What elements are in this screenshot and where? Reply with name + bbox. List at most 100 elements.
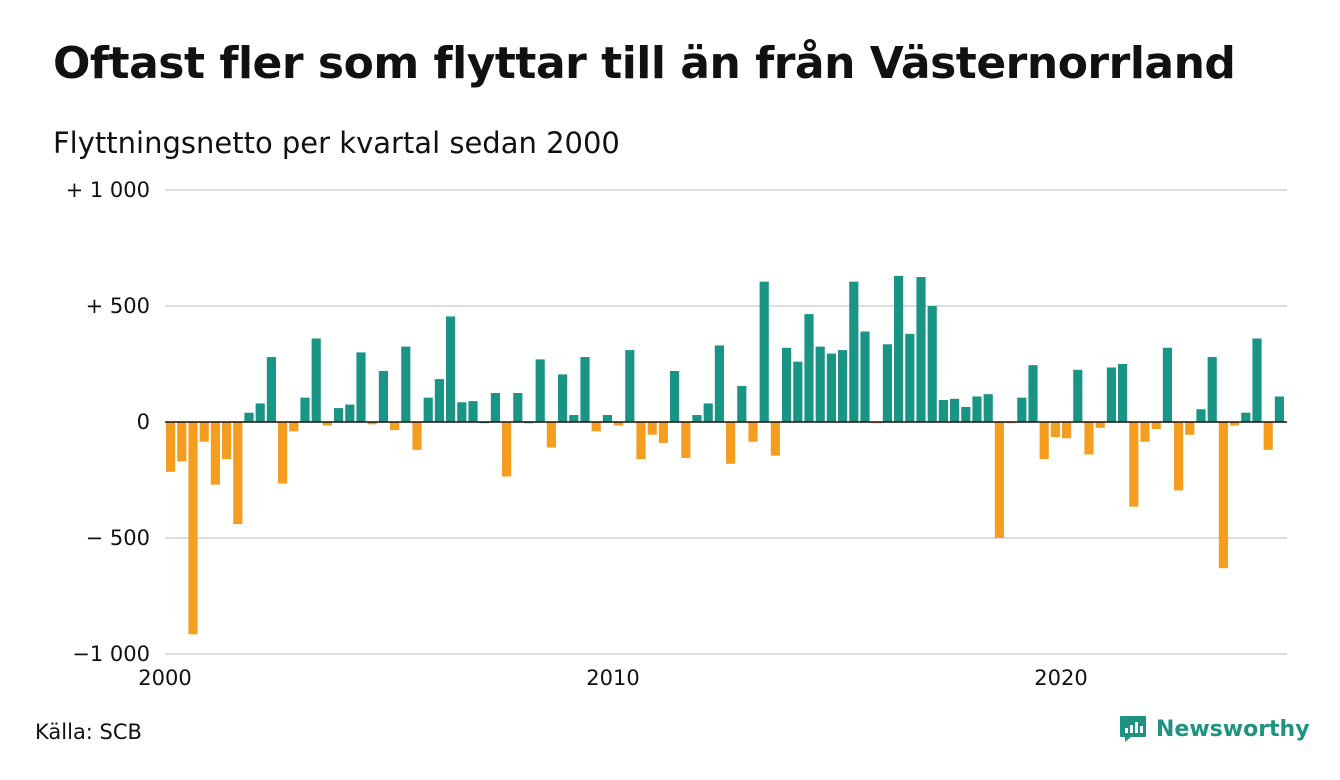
bar-2004-q4 (378, 370, 388, 422)
y-tick-label: −1 000 (72, 642, 150, 666)
bar-2006-q1 (434, 379, 444, 422)
brand-name: Newsworthy (1156, 716, 1310, 742)
bar-2021-q3 (1129, 422, 1139, 507)
bar-2006-q2 (446, 316, 456, 422)
bar-2022-q3 (1174, 422, 1184, 491)
bar-2016-q1 (882, 344, 892, 422)
bar-2014-q3 (815, 346, 825, 422)
bar-2019-q3 (1039, 422, 1049, 460)
bar-2000-q4 (199, 422, 209, 442)
bar-2014-q2 (804, 314, 814, 422)
bar-2005-q1 (390, 422, 400, 431)
bar-2011-q3 (681, 422, 691, 458)
bar-2017-q4 (961, 406, 971, 422)
bar-2010-q4 (647, 422, 657, 435)
bar-2007-q4 (513, 393, 523, 422)
bar-2001-q4 (244, 412, 254, 422)
bar-2008-q2 (535, 359, 545, 422)
bar-2007-q2 (490, 393, 500, 422)
x-tick-label: 2020 (1034, 666, 1087, 690)
bar-2008-q3 (546, 422, 556, 448)
bar-2003-q1 (300, 397, 310, 422)
source-note: Källa: SCB (35, 720, 142, 744)
bar-2019-q1 (1017, 397, 1027, 422)
bar-2024-q2 (1252, 338, 1262, 422)
bar-2018-q2 (983, 394, 993, 422)
bar-2015-q1 (838, 350, 848, 422)
y-tick-label: 0 (137, 410, 150, 434)
bar-2013-q2 (759, 281, 769, 422)
bar-2019-q4 (1050, 422, 1060, 438)
bar-2020-q2 (1073, 369, 1083, 422)
bar-2012-q2 (714, 345, 724, 422)
bar-2023-q3 (1218, 422, 1228, 569)
y-tick-label: + 500 (86, 294, 150, 318)
bar-2024-q1 (1241, 412, 1251, 422)
brand-logo: Newsworthy (1118, 714, 1310, 744)
bar-2002-q1 (255, 403, 265, 422)
bar-2006-q3 (457, 402, 467, 422)
bar-2002-q3 (278, 422, 288, 484)
bar-2001-q1 (210, 422, 220, 485)
bar-2007-q3 (502, 422, 512, 477)
bar-2011-q4 (692, 415, 702, 422)
bar-2015-q3 (860, 331, 870, 422)
bar-2016-q3 (905, 333, 915, 422)
bar-2017-q1 (927, 306, 937, 422)
bar-2000-q2 (177, 422, 187, 462)
bar-2020-q4 (1095, 422, 1105, 428)
bar-2021-q2 (1118, 364, 1128, 422)
bar-2024-q4 (1274, 396, 1284, 422)
bar-2001-q3 (233, 422, 243, 525)
bar-2017-q3 (950, 398, 960, 422)
bar-2004-q3 (367, 422, 377, 425)
bar-2003-q2 (311, 338, 321, 422)
bar-2017-q2 (938, 399, 948, 422)
bar-2010-q2 (625, 350, 635, 422)
bar-2000-q1 (166, 422, 176, 472)
bar-2008-q4 (558, 374, 568, 422)
bar-2012-q1 (703, 403, 713, 422)
x-tick-label: 2000 (138, 666, 191, 690)
bar-2010-q1 (614, 422, 624, 426)
chart-title: Oftast fler som flyttar till än från Väs… (53, 38, 1236, 89)
bar-2016-q4 (916, 277, 926, 422)
bar-2014-q1 (793, 361, 803, 422)
bar-2022-q4 (1185, 422, 1195, 435)
bar-2005-q2 (401, 346, 411, 422)
y-tick-label: + 1 000 (66, 178, 150, 202)
bar-2009-q3 (591, 422, 601, 432)
bars (166, 275, 1284, 635)
bar-2023-q4 (1230, 422, 1240, 426)
bar-2009-q2 (580, 357, 590, 422)
y-tick-label: − 500 (86, 526, 150, 550)
bar-2003-q3 (322, 422, 332, 426)
bar-2003-q4 (334, 408, 344, 422)
bar-2023-q2 (1207, 357, 1217, 422)
bar-2010-q3 (636, 422, 646, 460)
bar-2021-q4 (1140, 422, 1150, 442)
bar-2005-q3 (412, 422, 422, 450)
bar-2019-q2 (1028, 365, 1038, 422)
bar-2002-q4 (289, 422, 299, 432)
bar-2000-q3 (188, 422, 198, 635)
bar-2018-q3 (994, 422, 1004, 538)
bar-2024-q3 (1263, 422, 1273, 450)
bar-2018-q1 (972, 396, 982, 422)
bar-2001-q2 (222, 422, 232, 460)
bar-2016-q2 (894, 275, 904, 422)
bar-2004-q1 (345, 404, 355, 422)
bar-2022-q2 (1162, 347, 1172, 422)
bar-2020-q3 (1084, 422, 1094, 455)
bar-2020-q1 (1062, 422, 1072, 439)
bar-2009-q4 (602, 415, 612, 422)
grid-lines (165, 189, 1287, 655)
bar-2023-q1 (1196, 409, 1206, 422)
bar-2014-q4 (826, 353, 836, 422)
bar-2011-q2 (670, 370, 680, 422)
bar-2006-q4 (468, 401, 478, 422)
bar-2013-q4 (782, 347, 792, 422)
bar-2021-q1 (1106, 367, 1116, 422)
